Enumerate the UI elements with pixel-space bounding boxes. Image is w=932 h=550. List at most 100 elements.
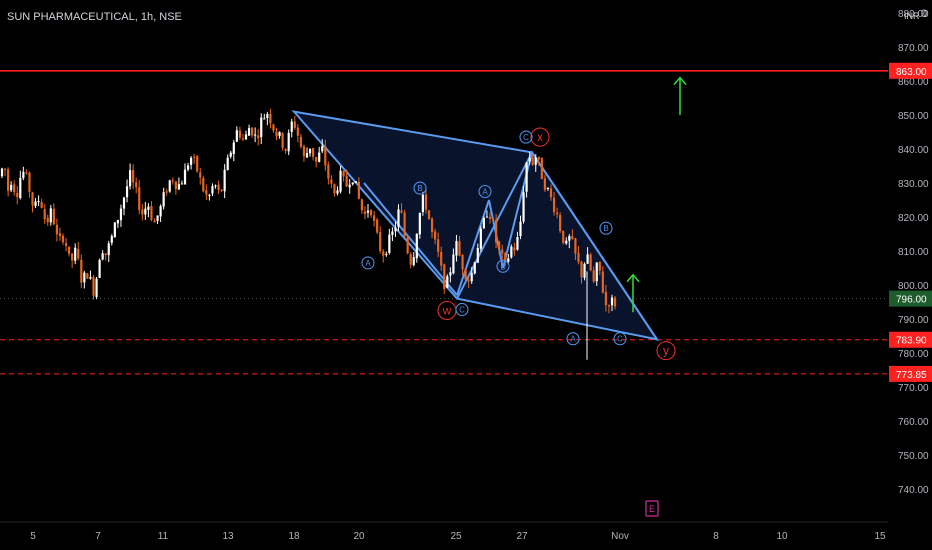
candle-body [83,272,86,283]
symbol-name: SUN PHARMACEUTICAL [7,11,135,23]
candle-body [68,246,71,254]
wave-circle [566,332,580,346]
candle-body [144,208,147,215]
candle-body [122,197,126,209]
wave-circle [478,184,492,199]
wave-circle [413,181,427,195]
candle-body [186,165,190,170]
wave-line-1[interactable] [456,199,490,296]
price-tick-label: 810.00 [898,247,929,258]
wave-circle [519,130,533,144]
event-letter: E [649,504,655,514]
candle-body [513,247,516,251]
candle-body [165,191,168,193]
candle-body [275,131,278,137]
candle-body [278,132,281,137]
candle-body [58,233,62,236]
candle-body [147,206,150,210]
event-box[interactable] [645,500,659,517]
wave-label-c: C [519,130,533,144]
price-tick-label: 790.00 [898,315,929,326]
candle-body [589,254,592,271]
candle-body [388,234,391,253]
price-axis[interactable]: 740.00 750.00 760.00 770.00 780.00 790.00 800.… [888,0,932,550]
wave-label-b: B [599,221,613,235]
candle-body [71,253,74,261]
candle-body [534,157,537,165]
candle-body [583,263,586,278]
candle-body [543,178,546,190]
candle-body [235,130,238,142]
time-tick-label: 27 [516,531,528,542]
candle-body [217,184,220,191]
time-tick-label: 5 [30,531,36,542]
candle-body [324,146,327,166]
candle-body [348,184,351,188]
candle-body [574,238,577,254]
candle-body [421,194,424,212]
candle-body [86,273,89,279]
candle-body [211,185,214,194]
price-label-text: 863.00 [896,67,927,78]
candle-body [31,192,34,206]
time-axis[interactable]: 5 7 11 13 18 20 25 27 Nov 8 10 15 [0,521,888,542]
wave-text: C [617,335,623,344]
event-marker[interactable]: E [645,500,659,517]
time-tick-label: 15 [874,531,886,542]
candle-body [13,184,16,193]
currency-badge[interactable]: INR [904,11,920,21]
candle-body [516,236,519,250]
candle-body [531,157,534,165]
candle-body [125,186,129,198]
candle-body [80,259,83,283]
candle-body [409,254,412,265]
candle-body [208,194,211,196]
candle-body [223,169,226,192]
candle-body [135,182,138,188]
candle-body [394,227,397,232]
candle-body [95,278,98,297]
wave-label-c: C [455,302,469,317]
candle-body [501,249,504,254]
arrow-head [626,273,640,283]
candle-body [263,118,266,120]
candle-body [403,212,406,237]
candle-body [452,254,455,274]
wave-text: B [603,224,608,233]
price-tick-label: 820.00 [898,213,929,224]
candle-body [183,169,187,185]
wave-label-c: C [613,332,627,346]
candle-body [470,272,473,282]
wave-text: C [523,133,529,142]
interval-label: 1h [141,11,153,23]
candle-body [412,257,415,266]
candle-body [180,183,184,185]
candle-body [446,276,449,288]
wave-label-a: A [566,332,580,346]
arrow-head [673,76,687,86]
wave-label-a: A [478,184,492,199]
candle-body [540,158,543,180]
exchange-label: NSE [159,11,182,23]
candle-body [601,271,604,293]
candle-body [266,114,269,119]
candle-body [64,242,68,246]
candle-body [308,148,312,154]
candle-body [40,202,43,208]
candle-body [132,170,135,183]
candle-body [113,222,116,238]
wave-line-0[interactable] [363,182,458,296]
candle-body [315,156,318,162]
candle-body [150,206,153,220]
candle-body [171,180,174,182]
candle-body [153,220,156,223]
time-tick-label: 13 [222,531,234,542]
wave-circle [496,259,510,273]
wave-circle [530,127,550,147]
title-separator-2: , [153,11,159,23]
price-label-text: 783.90 [896,336,927,347]
candle-body [580,261,583,278]
candle-body [528,157,531,162]
candle-body [504,253,507,261]
